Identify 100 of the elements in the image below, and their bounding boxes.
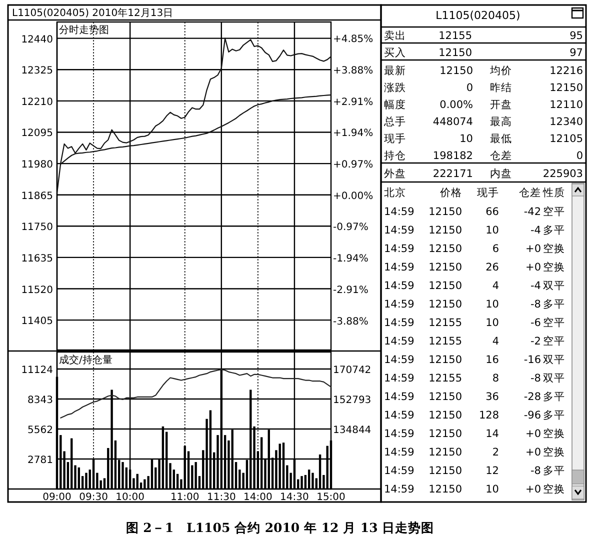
y2-tick-label: +1.94%	[333, 128, 374, 140]
text: 总手	[383, 115, 406, 128]
y-tick-label: 11865	[21, 190, 53, 202]
text: -4	[530, 280, 542, 292]
text: 昨结	[490, 81, 512, 94]
text: 最新	[384, 64, 406, 77]
text: 空换	[543, 482, 565, 496]
text: 12150	[550, 82, 583, 94]
text: 12150	[428, 465, 462, 477]
text: 现手	[477, 186, 499, 199]
y-tick-label: 11405	[21, 316, 53, 328]
text: 双平	[543, 354, 565, 366]
text: 4	[492, 336, 500, 348]
text: 198182	[432, 150, 473, 162]
text: 14:59	[384, 280, 414, 292]
y2-tick-label: 152793	[333, 395, 372, 406]
y-tick-label: 12325	[21, 66, 53, 77]
text: 多平	[543, 391, 565, 403]
text: 空换	[543, 446, 565, 458]
text: 多平	[543, 410, 565, 422]
y2-tick-label: -1.94%	[333, 254, 368, 265]
x-tick-label: 11:00	[170, 492, 200, 503]
text: 北京	[384, 186, 406, 199]
y2-tick-label: +0.97%	[333, 160, 374, 171]
text: 14:59	[384, 484, 414, 496]
y-tick-label: 11750	[21, 222, 53, 234]
text: 12150	[428, 243, 462, 255]
text: 12150	[438, 47, 472, 59]
text: 12110	[550, 99, 583, 111]
text: 仓差	[519, 187, 541, 199]
text: 128	[478, 410, 499, 422]
text: +0	[526, 446, 541, 458]
caption: 图 2－1 L1105 合约 2010 年 12 月 13 日走势图	[126, 520, 434, 535]
text: -28	[524, 391, 541, 403]
text: 多平	[543, 298, 565, 310]
text: 8	[492, 372, 499, 384]
text: 12155	[438, 30, 472, 42]
text: 12	[486, 465, 499, 477]
x-tick-label: 14:30	[280, 492, 309, 503]
text: 均价	[489, 65, 512, 77]
text: 16	[486, 354, 500, 366]
y2-tick-label: 134844	[333, 425, 372, 436]
text: 12150	[428, 428, 462, 440]
text: 涨跌	[384, 82, 406, 94]
text: -8	[530, 372, 541, 384]
text: 12150	[428, 262, 462, 274]
text: -4	[530, 224, 542, 236]
text: -6	[530, 317, 542, 329]
text: 66	[486, 206, 500, 218]
text: 222171	[432, 168, 473, 180]
text: 448074	[432, 116, 474, 128]
text: 价格	[439, 187, 462, 199]
text: 买入	[384, 46, 406, 59]
text: 持仓	[384, 150, 406, 162]
text: 10	[486, 298, 499, 310]
text: 空换	[543, 242, 565, 255]
text: 2	[492, 446, 499, 458]
text: 最高	[490, 115, 512, 128]
text: -16	[524, 354, 542, 366]
text: 12150	[428, 224, 462, 236]
text: 12150	[428, 391, 462, 403]
text: 空平	[543, 316, 565, 329]
y-tick-label: 12440	[21, 34, 53, 46]
x-tick-label: 10:00	[116, 492, 144, 503]
text: 12150	[428, 298, 462, 310]
text: L1105(020405)	[436, 9, 520, 22]
text: 仓差	[490, 150, 512, 162]
text: 内盘	[490, 167, 512, 180]
x-tick-label: 15:00	[316, 492, 346, 503]
text: 12155	[428, 336, 462, 348]
text: 12150	[428, 354, 462, 366]
y-tick-label: 12210	[21, 96, 53, 108]
text: 卖出	[384, 29, 406, 42]
text: 最低	[490, 133, 512, 145]
text: 14:59	[384, 262, 414, 274]
text: 4	[492, 280, 500, 292]
text: 14:59	[384, 410, 414, 422]
text: 14:59	[384, 243, 414, 255]
text: 97	[570, 47, 583, 59]
text: 14:59	[384, 354, 414, 366]
chart-title: 成交/持仓量	[59, 354, 112, 366]
text: +0	[526, 428, 541, 440]
text: 0	[576, 150, 583, 162]
text: 12150	[428, 280, 462, 292]
text: 空换	[543, 427, 565, 440]
text: 10	[486, 317, 499, 329]
y2-tick-label: -2.91%	[333, 284, 368, 296]
text: 0	[466, 82, 473, 94]
text: 空平	[543, 334, 565, 348]
text: 12150	[440, 65, 473, 77]
chart-title: L1105(020405) 2010年12月13日	[12, 7, 174, 19]
text: 12105	[550, 133, 583, 145]
y-tick-label: 11980	[21, 160, 53, 171]
text: 6	[492, 243, 500, 255]
text: 12150	[428, 206, 462, 218]
line-series	[56, 38, 332, 194]
y2-tick-label: +2.91%	[333, 96, 374, 108]
text: 12150	[428, 446, 462, 458]
text: 14:59	[384, 298, 414, 310]
text: 14:59	[384, 446, 414, 458]
